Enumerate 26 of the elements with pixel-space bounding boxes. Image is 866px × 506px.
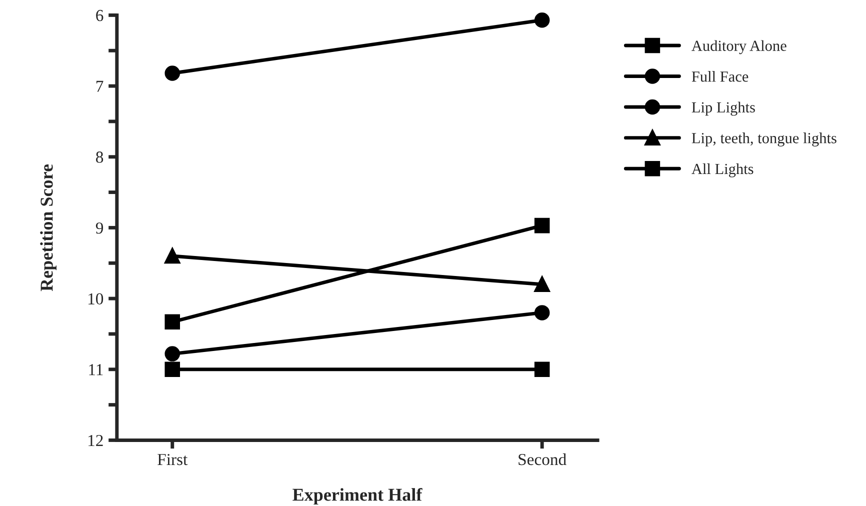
legend-label: All Lights: [692, 163, 754, 178]
legend-label: Full Face: [692, 71, 748, 82]
point: [164, 314, 180, 330]
y-tick-label: 6: [96, 10, 104, 22]
legend-label: Auditory Alone: [692, 40, 786, 54]
y-tick-label: 10: [88, 293, 104, 304]
x-tick-label: First: [158, 454, 188, 466]
point: [534, 276, 550, 292]
point: [534, 12, 550, 28]
point: [534, 362, 550, 378]
point: [164, 248, 180, 264]
y-tick-label: 8: [96, 152, 104, 163]
point: [534, 218, 550, 234]
legend-label: Lip, teeth, tongue lights: [692, 132, 836, 146]
legend-label: Lip Lights: [692, 102, 755, 116]
x-axis-title: Experiment Half: [292, 488, 422, 505]
x-tick-label: Second: [518, 453, 566, 466]
y-tick-label: 7: [96, 80, 104, 92]
y-axis-title: Repetition Score: [40, 164, 56, 292]
point: [164, 346, 180, 362]
y-tick-label: 9: [96, 222, 104, 234]
point: [164, 66, 180, 81]
point: [534, 305, 550, 320]
y-tick-label: 11: [89, 364, 103, 376]
y-tick-label: 12: [88, 434, 103, 446]
point: [164, 362, 180, 378]
